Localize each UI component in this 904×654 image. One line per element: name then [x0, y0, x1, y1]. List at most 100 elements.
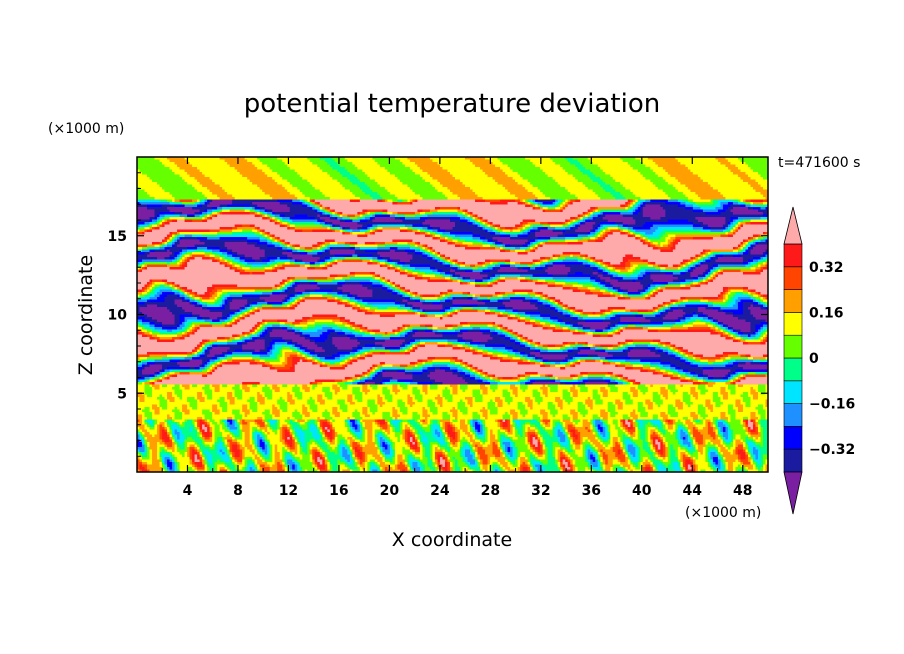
contour-cell	[737, 202, 744, 206]
contour-cell	[697, 194, 724, 198]
contour-cell	[359, 229, 366, 233]
contour-cell	[482, 224, 486, 228]
contour-cell	[359, 179, 376, 183]
contour-cell	[352, 192, 366, 196]
contour-cell	[625, 197, 641, 201]
contour-cell	[194, 214, 201, 218]
contour-cell	[725, 209, 732, 213]
contour-cell	[710, 229, 724, 233]
contour-cell	[242, 224, 251, 228]
contour-cell	[590, 207, 596, 211]
contour-cell	[720, 202, 729, 206]
contour-cell	[617, 227, 621, 231]
contour-cell	[274, 212, 321, 216]
contour-cell	[162, 204, 176, 208]
contour-cell	[327, 162, 338, 166]
contour-cell	[635, 202, 639, 206]
contour-cell	[670, 174, 699, 178]
contour-cell	[324, 222, 328, 226]
contour-cell	[742, 179, 757, 183]
contour-cell	[475, 224, 479, 228]
contour-cell	[247, 177, 273, 181]
contour-cell	[262, 217, 268, 221]
contour-cell	[635, 222, 646, 226]
contour-cell	[157, 214, 161, 218]
contour-cell	[730, 224, 734, 228]
contour-cell	[212, 192, 228, 196]
contour-cell	[600, 197, 616, 201]
contour-cell	[429, 224, 456, 228]
contour-cell	[517, 197, 539, 201]
contour-cell	[394, 157, 409, 161]
contour-cell	[327, 209, 331, 213]
contour-cell	[259, 207, 266, 211]
contour-cell	[652, 159, 679, 163]
contour-cell	[222, 187, 261, 191]
contour-cell	[525, 199, 529, 203]
contour-cell	[530, 159, 554, 163]
contour-cell	[334, 214, 338, 218]
contour-cell	[582, 214, 586, 218]
contour-cell	[259, 229, 263, 233]
contour-cell	[750, 219, 768, 223]
contour-cell	[712, 187, 754, 191]
contour-cell	[655, 162, 681, 166]
contour-cell	[602, 224, 619, 228]
contour-cell	[667, 219, 689, 223]
contour-cell	[424, 179, 439, 183]
contour-cell	[202, 204, 208, 208]
contour-cell	[597, 164, 631, 168]
contour-cell	[567, 189, 594, 193]
contour-cell	[312, 229, 333, 233]
contour-cell	[429, 157, 466, 161]
contour-cell	[565, 227, 571, 231]
contour-cell	[700, 197, 727, 201]
contour-cell	[720, 192, 762, 196]
contour-cell	[737, 219, 744, 223]
contour-cell	[557, 204, 561, 208]
contour-cell	[662, 167, 689, 171]
contour-cell	[642, 162, 656, 166]
contour-cell	[279, 224, 286, 228]
contour-cell	[597, 224, 601, 228]
contour-cell	[207, 217, 211, 221]
contour-cell	[492, 224, 496, 228]
contour-cell	[547, 227, 556, 231]
contour-cell	[522, 184, 534, 188]
contour-cell	[692, 209, 704, 213]
contour-cell	[284, 187, 298, 191]
contour-cell	[302, 199, 306, 203]
contour-cell	[189, 162, 228, 166]
contour-cell	[402, 162, 416, 166]
contour-cell	[419, 212, 426, 216]
contour-cell	[730, 162, 747, 166]
contour-cell	[367, 229, 371, 233]
contour-cell	[662, 229, 701, 233]
contour-cell	[745, 199, 752, 203]
contour-cell	[237, 169, 263, 173]
contour-cell	[695, 217, 727, 221]
contour-cell	[682, 199, 689, 203]
contour-cell	[372, 224, 378, 228]
contour-cell	[219, 212, 223, 216]
contour-cell	[207, 197, 221, 201]
contour-cell	[580, 199, 629, 203]
contour-cell	[632, 212, 639, 216]
contour-cell	[700, 229, 712, 233]
contour-cell	[282, 217, 291, 221]
contour-cell	[347, 159, 376, 163]
contour-cell	[367, 209, 383, 213]
contour-cell	[492, 162, 504, 166]
contour-cell	[259, 232, 263, 236]
contour-cell	[765, 207, 768, 211]
contour-cell	[354, 194, 371, 198]
contour-cell	[369, 227, 373, 231]
contour-cell	[342, 212, 358, 216]
contour-cell	[505, 227, 514, 231]
contour-cell	[725, 229, 732, 233]
contour-cell	[700, 224, 709, 228]
contour-cell	[485, 224, 489, 228]
contour-cell	[752, 202, 764, 206]
contour-cell	[374, 229, 378, 233]
contour-cell	[322, 192, 353, 196]
